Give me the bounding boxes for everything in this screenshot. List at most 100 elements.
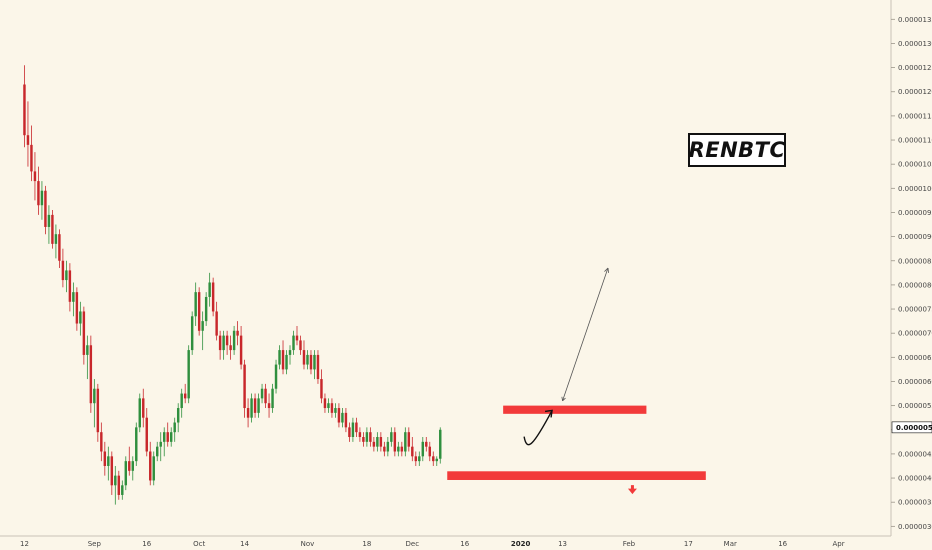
- candle-body: [37, 181, 40, 206]
- time-axis[interactable]: 12 Sep 16 Oct 14 Nov 18 Dec 16 2020 13 Feb 17 Mar 16 Ap…: [20, 540, 845, 548]
- symbol-label: RENBTC: [688, 138, 786, 162]
- y-tick-label: 0.00001050: [898, 161, 932, 169]
- candle-body: [264, 388, 267, 404]
- candle-body: [376, 437, 379, 447]
- candle-body: [44, 190, 47, 227]
- price-axis[interactable]: 0.00001350 0.00001300 0.00001250 0.00001200…: [891, 16, 932, 531]
- candle-body: [341, 412, 344, 423]
- candle-body: [327, 403, 330, 409]
- x-tick-label: 14: [240, 540, 249, 548]
- candle-body: [274, 364, 278, 389]
- price-zone[interactable]: [447, 471, 706, 480]
- y-tick-label: 0.00000650: [898, 354, 932, 362]
- candle-body: [320, 379, 323, 399]
- x-tick-label: 13: [558, 540, 567, 548]
- candle-body: [351, 422, 355, 438]
- candle-body: [197, 292, 201, 331]
- candle-body: [295, 335, 299, 341]
- candle-body: [239, 335, 243, 365]
- y-tick-label: 0.00000950: [898, 209, 932, 217]
- x-tick-label: 16: [142, 540, 151, 548]
- candle-body: [418, 456, 421, 462]
- down-arrow-icon[interactable]: [627, 488, 637, 495]
- candle-body: [211, 282, 215, 312]
- candle-body: [407, 432, 411, 447]
- target-arrow-line[interactable]: [562, 267, 609, 401]
- y-tick-label: 0.00000400: [898, 475, 932, 483]
- candle-body: [103, 451, 107, 466]
- candle-body: [79, 311, 82, 324]
- y-tick-label: 0.00000600: [898, 378, 932, 386]
- x-tick-label: Sep: [88, 540, 102, 548]
- candle-body: [75, 292, 79, 324]
- candle-body: [390, 432, 393, 442]
- candle-body: [348, 427, 351, 438]
- candle-body: [169, 432, 173, 442]
- y-tick-label: 0.00001150: [898, 112, 932, 120]
- candle-body: [190, 316, 194, 351]
- candle-body: [47, 214, 51, 227]
- candle-body: [54, 234, 58, 244]
- candle-body: [100, 432, 103, 452]
- candle-body: [183, 393, 187, 399]
- candle-body: [225, 335, 229, 346]
- candle-body: [257, 398, 260, 413]
- x-tick-label: Nov: [301, 540, 315, 548]
- candle-body: [187, 350, 190, 399]
- candle-body: [365, 432, 369, 442]
- candle-body: [425, 441, 428, 447]
- candle-body: [260, 388, 264, 399]
- y-tick-label: 0.00001200: [898, 88, 932, 96]
- candle-body: [421, 441, 425, 457]
- y-tick-label: 0.00000550: [898, 402, 932, 410]
- candle-body: [131, 461, 134, 471]
- candle-body: [180, 393, 183, 409]
- candle-body: [369, 432, 372, 442]
- candle-body: [222, 335, 225, 351]
- bounce-curve-arrow-head: [544, 409, 553, 418]
- candle-body: [281, 350, 285, 370]
- candle-body: [316, 354, 320, 380]
- y-tick-label: 0.00001250: [898, 64, 932, 72]
- candle-body: [253, 398, 257, 413]
- candles-layer: [23, 65, 442, 505]
- y-tick-label: 0.00000850: [898, 257, 932, 265]
- candle-body: [156, 446, 159, 457]
- candle-body: [82, 311, 86, 355]
- y-tick-label: 0.00000350: [898, 499, 932, 507]
- candle-body: [379, 437, 383, 447]
- x-tick-label: 2020: [511, 540, 531, 548]
- target-arrow-tail: [561, 396, 563, 401]
- candle-body: [411, 446, 414, 457]
- candle-body: [306, 354, 309, 365]
- candle-body: [323, 398, 327, 409]
- candle-body: [232, 330, 236, 351]
- candle-body: [358, 432, 362, 438]
- candle-body: [400, 446, 404, 452]
- candle-body: [435, 458, 438, 462]
- candle-body: [93, 388, 96, 404]
- candle-body: [271, 388, 274, 409]
- y-tick-label: 0.00001000: [898, 185, 932, 193]
- candle-body: [86, 345, 89, 355]
- price-zone[interactable]: [503, 405, 647, 414]
- candle-body: [243, 364, 246, 409]
- candle-body: [89, 345, 93, 404]
- candle-body: [355, 422, 358, 433]
- candle-body: [96, 388, 100, 433]
- candle-body: [428, 446, 431, 457]
- last-price-tag-bg: [891, 421, 932, 434]
- y-tick-label: 0.00000700: [898, 330, 932, 338]
- x-tick-label: Mar: [724, 540, 737, 548]
- annotations-layer: [523, 267, 637, 495]
- candle-body: [163, 432, 166, 442]
- candle-body: [386, 441, 390, 452]
- candle-body: [285, 354, 288, 370]
- bounce-curve-arrow[interactable]: [523, 410, 553, 446]
- candle-body: [288, 350, 292, 355]
- candle-body: [229, 345, 232, 351]
- candle-body: [142, 398, 145, 418]
- candle-body: [208, 282, 211, 297]
